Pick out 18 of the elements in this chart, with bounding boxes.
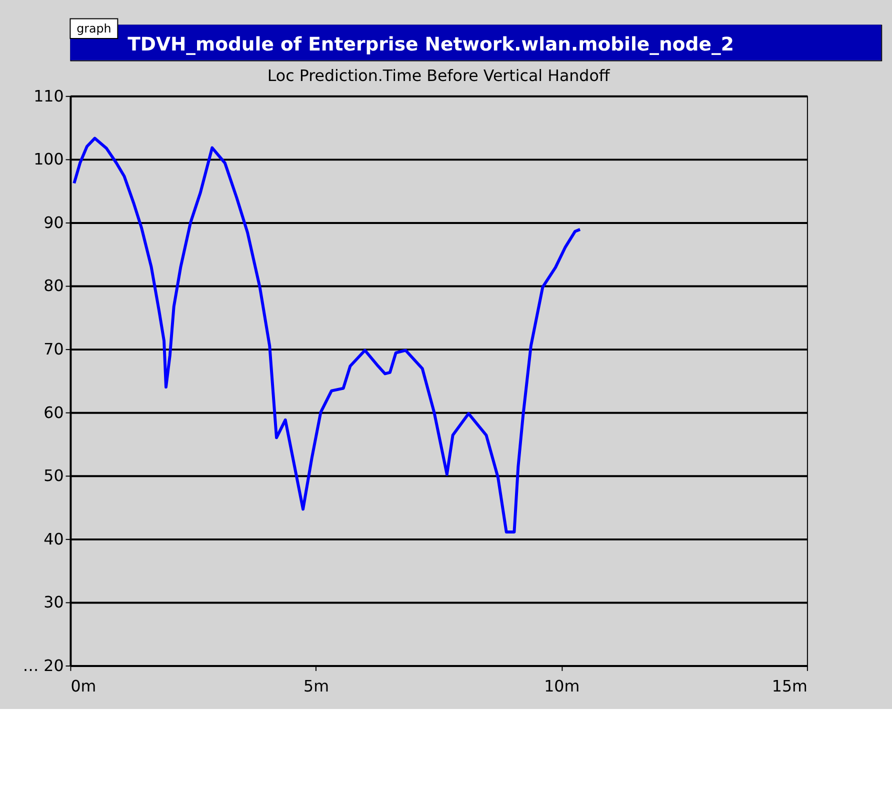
x-tick-label: 0m: [70, 676, 96, 696]
y-tick-label: 50: [44, 466, 64, 486]
y-tick-label: 30: [44, 592, 64, 612]
y-tick-label: 100: [34, 150, 64, 169]
x-tick-label: 5m: [304, 676, 330, 696]
y-tick-label: 90: [44, 212, 64, 232]
text: graph: [76, 22, 112, 36]
y-tick-label: 70: [44, 340, 64, 358]
y-tick-label: … 20: [22, 656, 64, 675]
x-tick-label: 15m: [772, 676, 808, 696]
x-tick-label: 10m: [544, 676, 580, 696]
y-tick-label: 40: [44, 529, 64, 548]
chart-subtitle: Loc Prediction.Time Before Vertical Handoff: [267, 66, 611, 86]
y-tick-label: 60: [44, 402, 64, 422]
chart-title: TDVH_module of Enterprise Network.wlan.mobile_node_2: [128, 34, 734, 56]
line-series: [72, 136, 582, 534]
y-tick-label: 80: [44, 276, 64, 296]
y-tick-label: 110: [34, 86, 64, 106]
